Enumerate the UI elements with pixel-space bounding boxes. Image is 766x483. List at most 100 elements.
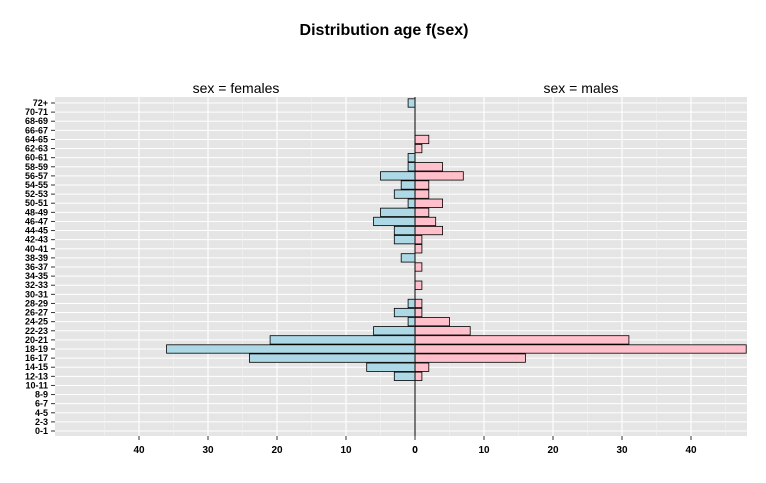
x-tick-label: 10 bbox=[478, 445, 490, 456]
x-tick-label: 20 bbox=[547, 445, 559, 456]
bar-males-44-45 bbox=[414, 225, 444, 236]
bar-males-42-43 bbox=[414, 235, 423, 245]
x-axis-females: 40 30 20 10 0 bbox=[133, 436, 418, 456]
y-tick-label: 26-27 bbox=[25, 308, 48, 318]
bar-females-58-59 bbox=[407, 162, 416, 172]
y-tick-label: 54-55 bbox=[25, 180, 48, 190]
y-tick-label: 58-59 bbox=[25, 162, 48, 172]
bar-males-54-55 bbox=[414, 180, 430, 190]
y-tick-label: 20-21 bbox=[25, 335, 48, 345]
y-tick-label: 42-43 bbox=[25, 235, 48, 245]
bar-females-18-19 bbox=[166, 344, 416, 354]
bar-females-60-61 bbox=[407, 153, 416, 163]
x-tick-label: 20 bbox=[271, 445, 283, 456]
bar-females-16-17 bbox=[248, 353, 416, 363]
bar-males-18-19 bbox=[414, 344, 747, 354]
y-tick-label: 46-47 bbox=[25, 216, 48, 226]
bar-males-14-15 bbox=[414, 362, 430, 372]
y-axis: 0-12-34-56-78-910-1112-1314-1516-1718-19… bbox=[25, 98, 55, 436]
y-tick-label: 64-65 bbox=[25, 134, 48, 144]
panel-males: sex = males 0 10 20 30 40 bbox=[412, 80, 747, 456]
y-tick-label: 4-5 bbox=[35, 408, 48, 418]
bar-males-40-41 bbox=[414, 244, 423, 254]
y-tick-label: 66-67 bbox=[25, 125, 48, 135]
y-tick-label: 56-57 bbox=[25, 171, 48, 181]
bar-males-48-49 bbox=[414, 207, 430, 217]
bar-females-38-39 bbox=[400, 253, 416, 263]
bars-females bbox=[166, 98, 416, 381]
bar-males-32-33 bbox=[414, 280, 423, 290]
bars-males bbox=[414, 134, 747, 381]
y-tick-label: 14-15 bbox=[25, 362, 48, 372]
bar-females-24-25 bbox=[407, 317, 416, 327]
bar-females-72+ bbox=[407, 98, 416, 108]
x-axis-males: 0 10 20 30 40 bbox=[412, 436, 697, 456]
x-tick-label: 0 bbox=[412, 445, 418, 456]
y-tick-label: 0-1 bbox=[35, 426, 48, 436]
y-tick-label: 36-37 bbox=[25, 262, 48, 272]
bar-females-56-57 bbox=[380, 171, 416, 181]
y-tick-label: 40-41 bbox=[25, 244, 48, 254]
bar-males-22-23 bbox=[414, 326, 471, 336]
bar-females-12-13 bbox=[393, 371, 416, 381]
x-tick-label: 0 bbox=[412, 445, 418, 456]
y-tick-label: 28-29 bbox=[25, 298, 48, 308]
y-tick-label: 6-7 bbox=[35, 399, 48, 409]
bar-males-62-63 bbox=[414, 143, 423, 154]
bar-females-44-45 bbox=[393, 225, 416, 236]
y-tick-label: 30-31 bbox=[25, 289, 48, 299]
bar-females-28-29 bbox=[407, 298, 416, 309]
bar-females-54-55 bbox=[400, 180, 416, 190]
x-tick-label: 40 bbox=[133, 445, 145, 456]
bar-males-20-21 bbox=[414, 335, 630, 345]
bar-males-26-27 bbox=[414, 307, 423, 318]
y-tick-label: 16-17 bbox=[25, 353, 48, 363]
bar-females-42-43 bbox=[393, 235, 416, 245]
bar-males-46-47 bbox=[414, 216, 437, 227]
y-tick-label: 34-35 bbox=[25, 271, 48, 281]
x-tick-label: 30 bbox=[616, 445, 628, 456]
bar-females-14-15 bbox=[366, 362, 416, 372]
bar-males-56-57 bbox=[414, 171, 464, 181]
x-tick-label: 40 bbox=[685, 445, 697, 456]
y-tick-label: 22-23 bbox=[25, 326, 48, 336]
chart-title: Distribution age f(sex) bbox=[300, 22, 469, 39]
bar-females-22-23 bbox=[373, 326, 416, 336]
y-tick-label: 18-19 bbox=[25, 344, 48, 354]
bar-females-52-53 bbox=[393, 189, 416, 199]
y-tick-label: 62-63 bbox=[25, 144, 48, 154]
bar-males-28-29 bbox=[414, 298, 423, 309]
bar-males-58-59 bbox=[414, 162, 444, 172]
bar-males-12-13 bbox=[414, 371, 423, 381]
y-tick-label: 44-45 bbox=[25, 226, 48, 236]
bar-females-46-47 bbox=[373, 216, 416, 227]
x-tick-label: 10 bbox=[340, 445, 352, 456]
y-tick-label: 8-9 bbox=[35, 390, 48, 400]
bar-males-24-25 bbox=[414, 317, 450, 327]
y-tick-label: 24-25 bbox=[25, 317, 48, 327]
bar-females-50-51 bbox=[407, 198, 416, 208]
x-tick-label: 30 bbox=[202, 445, 214, 456]
strip-label-females: sex = females bbox=[193, 80, 280, 96]
bar-females-48-49 bbox=[380, 207, 416, 217]
y-tick-label: 10-11 bbox=[25, 380, 48, 390]
bar-males-52-53 bbox=[414, 189, 430, 199]
bar-males-50-51 bbox=[414, 198, 444, 208]
y-tick-label: 38-39 bbox=[25, 253, 48, 263]
y-tick-label: 52-53 bbox=[25, 189, 48, 199]
y-tick-label: 48-49 bbox=[25, 207, 48, 217]
y-tick-label: 50-51 bbox=[25, 198, 48, 208]
panel-females: sex = females 40 30 20 10 0 bbox=[55, 80, 418, 456]
bar-females-20-21 bbox=[269, 335, 416, 345]
y-tick-label: 70-71 bbox=[25, 107, 48, 117]
strip-label-males: sex = males bbox=[543, 80, 618, 96]
bar-males-36-37 bbox=[414, 262, 423, 272]
y-tick-label: 72+ bbox=[33, 98, 48, 108]
y-tick-label: 68-69 bbox=[25, 116, 48, 126]
y-tick-label: 60-61 bbox=[25, 153, 48, 163]
y-tick-label: 12-13 bbox=[25, 371, 48, 381]
bar-males-16-17 bbox=[414, 353, 526, 363]
y-tick-label: 2-3 bbox=[35, 417, 48, 427]
bar-males-64-65 bbox=[414, 134, 430, 145]
